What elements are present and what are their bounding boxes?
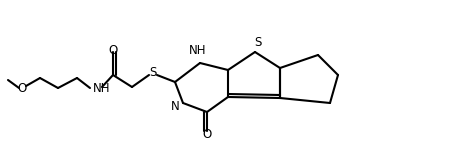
Text: NH: NH xyxy=(93,81,110,95)
Text: N: N xyxy=(171,100,180,112)
Text: S: S xyxy=(254,36,262,50)
Text: O: O xyxy=(17,81,27,95)
Text: S: S xyxy=(149,66,157,78)
Text: O: O xyxy=(109,45,118,57)
Text: O: O xyxy=(202,128,212,142)
Text: NH: NH xyxy=(189,45,207,57)
